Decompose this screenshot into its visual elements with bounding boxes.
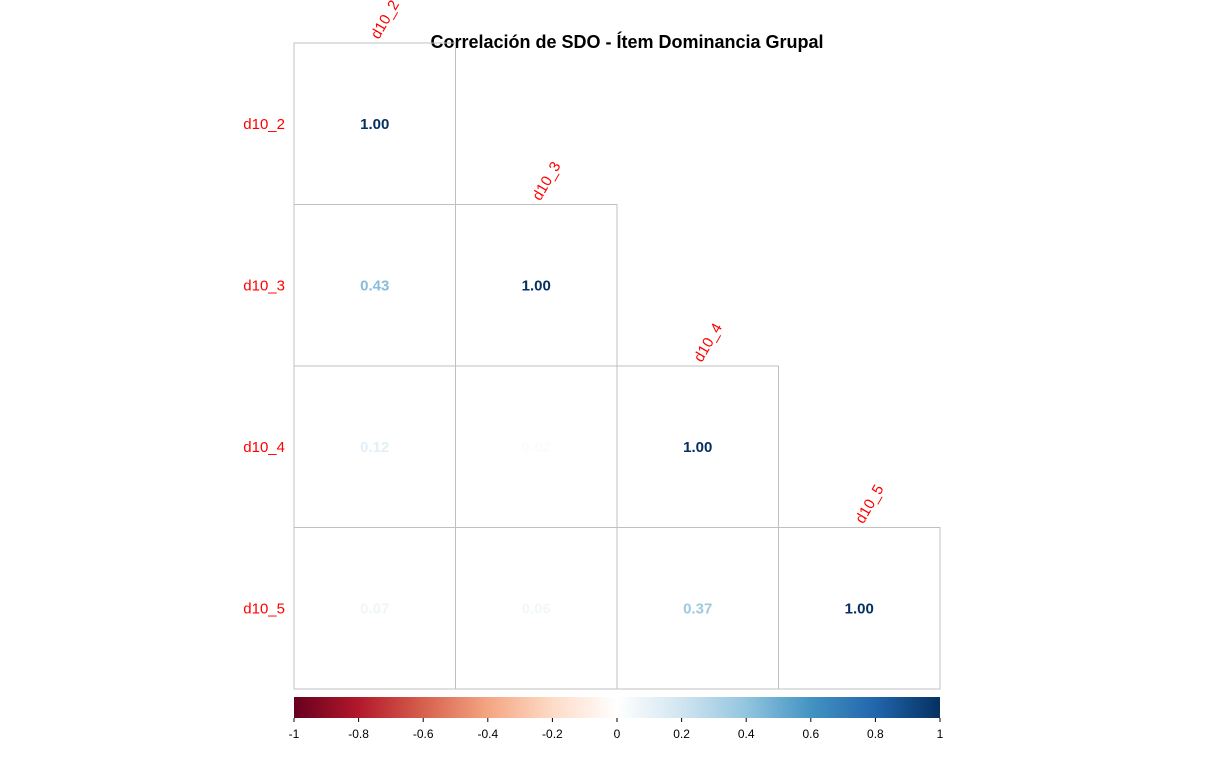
row-label: d10_5 [243, 600, 285, 617]
colorbar-tick-label: 0.4 [738, 727, 755, 741]
cell-value: 0.07 [360, 600, 389, 617]
column-label: d10_2 [367, 0, 403, 42]
row-label: d10_2 [243, 116, 285, 133]
column-label: d10_3 [529, 159, 565, 204]
colorbar-tick-label: 0.6 [802, 727, 819, 741]
correlation-grid: 1.00 0.43 1.00 0.12 0.02 1.00 0.07 0.06 0.37 1.00 [293, 42, 941, 690]
colorbar-tick-label: -0.2 [542, 727, 563, 741]
colorbar-tick-label: 0.2 [673, 727, 690, 741]
cell-d10_5-d10_5 [778, 527, 941, 690]
colorbar-legend: -1 -0.8 -0.6 -0.4 -0.2 0 0.2 0.4 0.6 0.8 1 [289, 697, 944, 741]
column-label: d10_5 [852, 482, 888, 527]
column-label: d10_4 [690, 320, 726, 365]
colorbar-tick-label: 1 [937, 727, 944, 741]
colorbar-tick-label: -1 [289, 727, 300, 741]
colorbar-tick-label: -0.8 [348, 727, 369, 741]
cell-value: 1.00 [360, 116, 389, 133]
cell-value: 0.02 [522, 439, 551, 456]
row-labels: d10_2 d10_3 d10_4 d10_5 [243, 116, 285, 618]
cell-value: 1.00 [522, 277, 551, 294]
cell-value: 0.12 [360, 439, 389, 456]
colorbar-gradient [294, 697, 940, 718]
colorbar-tick-label: -0.6 [413, 727, 434, 741]
cell-value: 1.00 [683, 439, 712, 456]
cell-value: 0.37 [683, 600, 712, 617]
chart-title: Correlación de SDO - Ítem Dominancia Gru… [430, 31, 823, 52]
row-label: d10_3 [243, 277, 285, 294]
cell-value: 1.00 [845, 600, 874, 617]
row-label: d10_4 [243, 439, 285, 456]
colorbar-tick-label: 0 [614, 727, 621, 741]
column-labels: d10_2 d10_3 d10_4 d10_5 [367, 0, 887, 527]
colorbar-tick-label: 0.8 [867, 727, 884, 741]
cell-value: 0.43 [360, 277, 389, 294]
colorbar-tick-label: -0.4 [477, 727, 498, 741]
cell-value: 0.06 [522, 600, 551, 617]
